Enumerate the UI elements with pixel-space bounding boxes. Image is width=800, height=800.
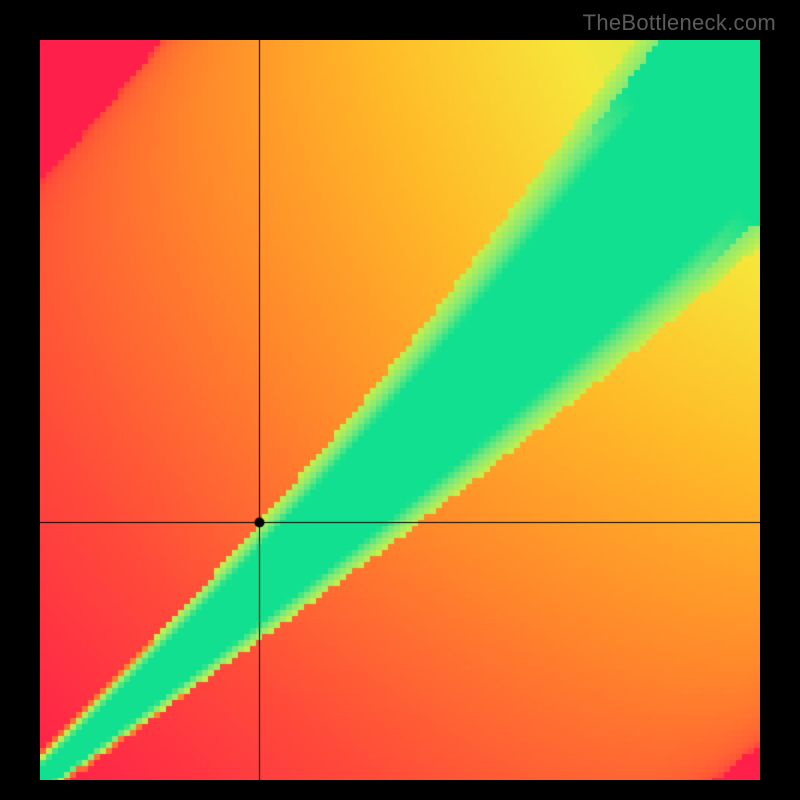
chart-container: TheBottleneck.com [0,0,800,800]
watermark-text: TheBottleneck.com [583,10,776,36]
heatmap-canvas [40,40,760,780]
heatmap-chart [40,40,760,780]
